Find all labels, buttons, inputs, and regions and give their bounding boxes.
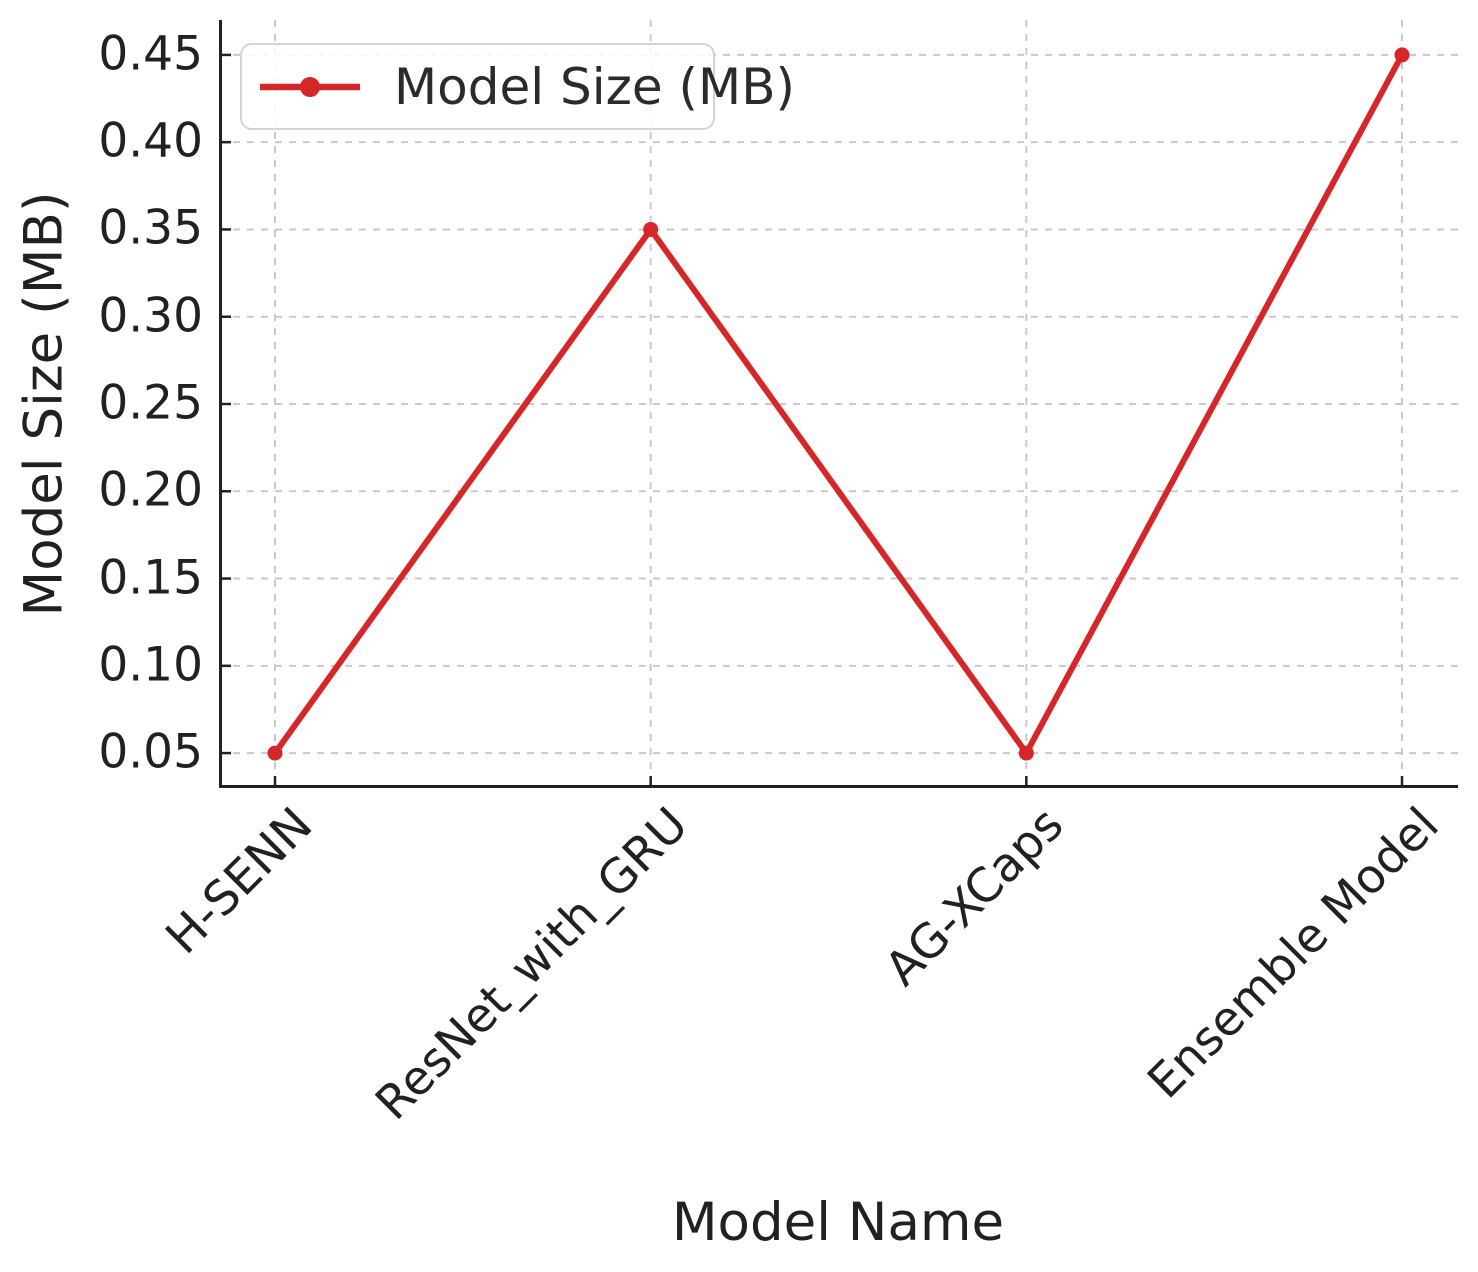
x-axis-title: Model Name: [671, 1192, 1005, 1253]
data-point-marker: [267, 745, 283, 761]
y-tick-label: 0.20: [98, 462, 203, 518]
legend-entry-label: Model Size (MB): [394, 57, 796, 116]
plot-canvas: [219, 20, 1458, 788]
data-point-marker: [1394, 47, 1410, 63]
series-line: [272, 53, 1405, 757]
y-tick-label: 0.45: [98, 26, 203, 82]
plot-area: [219, 20, 1458, 788]
y-tick-label: 0.35: [98, 201, 203, 257]
y-tick-label: 0.30: [98, 288, 203, 344]
y-tick-label: 0.05: [98, 724, 203, 780]
x-tick-label: Ensemble Model: [1137, 797, 1451, 1110]
data-point-marker: [1018, 745, 1034, 761]
x-tick-label: AG-XCaps: [874, 797, 1075, 997]
y-tick-label: 0.15: [98, 550, 203, 606]
y-axis-title: Model Size (MB): [13, 191, 75, 617]
y-tick-label: 0.25: [98, 375, 203, 431]
data-point-marker: [643, 221, 659, 237]
y-tick-label: 0.10: [98, 637, 203, 693]
x-tick-label: H-SENN: [155, 797, 324, 965]
legend: Model Size (MB): [240, 43, 795, 130]
y-tick-label: 0.40: [98, 113, 203, 169]
legend-line-marker-icon: [260, 76, 360, 97]
x-tick-label: ResNet_with_GRU: [365, 797, 699, 1131]
